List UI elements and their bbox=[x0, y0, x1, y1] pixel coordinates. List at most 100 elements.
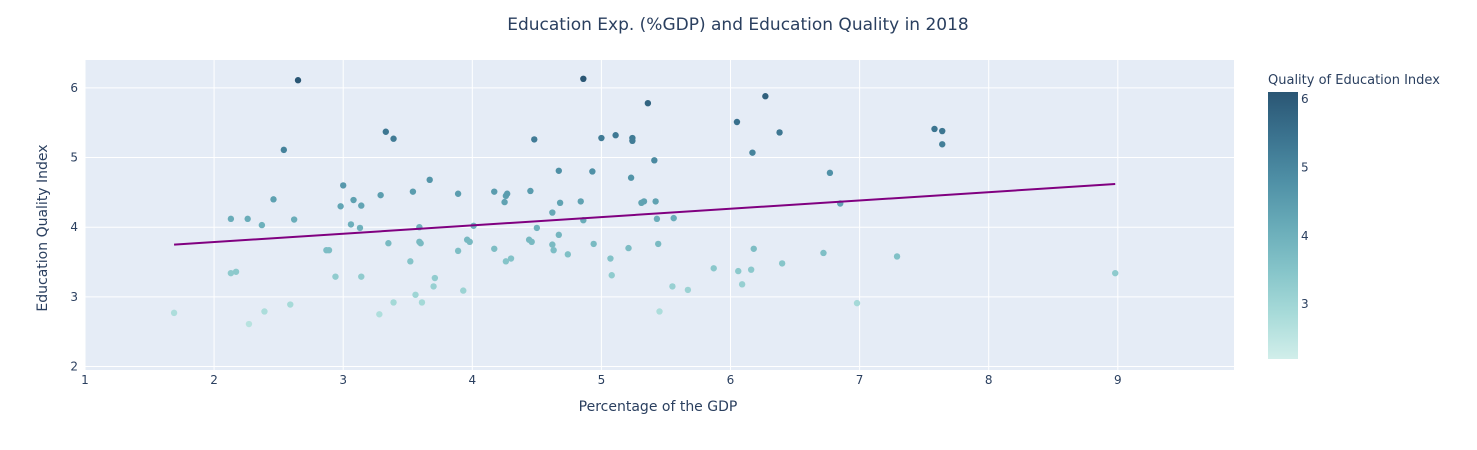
data-point[interactable] bbox=[747, 266, 755, 273]
data-point[interactable] bbox=[684, 286, 692, 294]
data-point[interactable] bbox=[290, 216, 298, 223]
data-point[interactable] bbox=[418, 299, 426, 306]
data-point[interactable] bbox=[589, 168, 596, 175]
data-point[interactable] bbox=[460, 287, 467, 294]
data-point[interactable] bbox=[931, 125, 938, 133]
data-point[interactable] bbox=[376, 311, 383, 318]
data-point[interactable] bbox=[655, 240, 662, 248]
data-point[interactable] bbox=[750, 245, 757, 252]
data-point[interactable] bbox=[407, 258, 414, 265]
data-point[interactable] bbox=[738, 281, 746, 288]
data-point[interactable] bbox=[640, 198, 648, 205]
data-point[interactable] bbox=[503, 190, 511, 197]
data-point[interactable] bbox=[409, 188, 417, 195]
data-point[interactable] bbox=[454, 190, 462, 197]
data-point[interactable] bbox=[527, 187, 534, 195]
data-point[interactable] bbox=[556, 199, 564, 207]
data-point[interactable] bbox=[853, 299, 861, 307]
data-point[interactable] bbox=[412, 291, 419, 298]
data-point[interactable] bbox=[170, 309, 178, 317]
data-point[interactable] bbox=[549, 241, 556, 248]
data-point[interactable] bbox=[550, 246, 557, 254]
data-point[interactable] bbox=[501, 198, 508, 206]
data-point[interactable] bbox=[669, 283, 676, 290]
data-point[interactable] bbox=[598, 134, 605, 142]
data-point[interactable] bbox=[356, 224, 364, 232]
data-point[interactable] bbox=[258, 221, 266, 229]
data-point[interactable] bbox=[340, 182, 347, 189]
data-point[interactable] bbox=[245, 320, 253, 328]
data-point[interactable] bbox=[939, 127, 946, 135]
data-point[interactable] bbox=[466, 238, 473, 246]
data-point[interactable] bbox=[749, 149, 756, 156]
data-point[interactable] bbox=[507, 255, 515, 262]
data-point[interactable] bbox=[227, 215, 235, 223]
data-point[interactable] bbox=[332, 273, 339, 280]
data-point[interactable] bbox=[347, 221, 355, 228]
data-point[interactable] bbox=[653, 215, 661, 223]
data-point[interactable] bbox=[651, 157, 658, 164]
x-tick-label: 1 bbox=[81, 373, 89, 387]
data-point[interactable] bbox=[491, 245, 498, 252]
data-point[interactable] bbox=[939, 141, 946, 148]
data-point[interactable] bbox=[382, 128, 390, 135]
data-point[interactable] bbox=[390, 299, 397, 306]
data-point[interactable] bbox=[820, 249, 827, 257]
data-point[interactable] bbox=[358, 202, 365, 209]
data-point[interactable] bbox=[491, 188, 498, 195]
data-point[interactable] bbox=[261, 308, 268, 315]
data-point[interactable] bbox=[625, 244, 632, 252]
data-point[interactable] bbox=[710, 265, 717, 272]
data-point[interactable] bbox=[270, 196, 277, 203]
data-point[interactable] bbox=[417, 240, 424, 247]
data-point[interactable] bbox=[1112, 269, 1119, 277]
data-point[interactable] bbox=[627, 174, 635, 181]
data-point[interactable] bbox=[454, 247, 462, 255]
data-point[interactable] bbox=[390, 135, 397, 142]
colorbar-tick-label: 5 bbox=[1301, 160, 1309, 174]
data-point[interactable] bbox=[644, 99, 652, 107]
data-point[interactable] bbox=[612, 132, 619, 139]
data-point[interactable] bbox=[426, 176, 433, 184]
data-point[interactable] bbox=[337, 203, 344, 210]
data-point[interactable] bbox=[431, 274, 439, 282]
data-point[interactable] bbox=[608, 272, 615, 279]
data-point[interactable] bbox=[280, 146, 288, 154]
data-point[interactable] bbox=[733, 118, 741, 126]
data-point[interactable] bbox=[826, 169, 834, 177]
data-point[interactable] bbox=[350, 196, 357, 204]
x-tick-label: 7 bbox=[856, 373, 864, 387]
data-point[interactable] bbox=[778, 260, 786, 267]
data-point[interactable] bbox=[577, 198, 584, 205]
data-point[interactable] bbox=[528, 238, 535, 246]
data-point[interactable] bbox=[294, 77, 302, 84]
data-point[interactable] bbox=[549, 209, 556, 216]
data-point[interactable] bbox=[325, 246, 333, 254]
data-point[interactable] bbox=[607, 255, 614, 262]
data-point[interactable] bbox=[531, 136, 538, 143]
data-point[interactable] bbox=[652, 198, 659, 205]
data-point[interactable] bbox=[287, 301, 294, 308]
data-point[interactable] bbox=[385, 240, 392, 247]
data-point[interactable] bbox=[232, 268, 240, 275]
data-point[interactable] bbox=[776, 129, 783, 136]
data-point[interactable] bbox=[893, 253, 901, 260]
data-point[interactable] bbox=[656, 308, 663, 315]
data-point[interactable] bbox=[533, 224, 541, 232]
data-point[interactable] bbox=[735, 267, 742, 275]
data-point[interactable] bbox=[244, 215, 251, 223]
data-point[interactable] bbox=[430, 283, 437, 290]
data-point[interactable] bbox=[580, 75, 587, 83]
data-point[interactable] bbox=[629, 137, 636, 145]
data-point[interactable] bbox=[590, 240, 597, 248]
data-point[interactable] bbox=[564, 251, 572, 258]
data-point[interactable] bbox=[227, 269, 235, 277]
data-point[interactable] bbox=[762, 93, 769, 100]
data-point[interactable] bbox=[555, 167, 563, 174]
y-axis-title: Education Quality Index bbox=[35, 144, 51, 311]
data-point[interactable] bbox=[502, 258, 510, 265]
data-point[interactable] bbox=[377, 191, 384, 199]
data-point[interactable] bbox=[555, 231, 563, 239]
data-point[interactable] bbox=[670, 214, 677, 222]
data-point[interactable] bbox=[358, 273, 365, 280]
